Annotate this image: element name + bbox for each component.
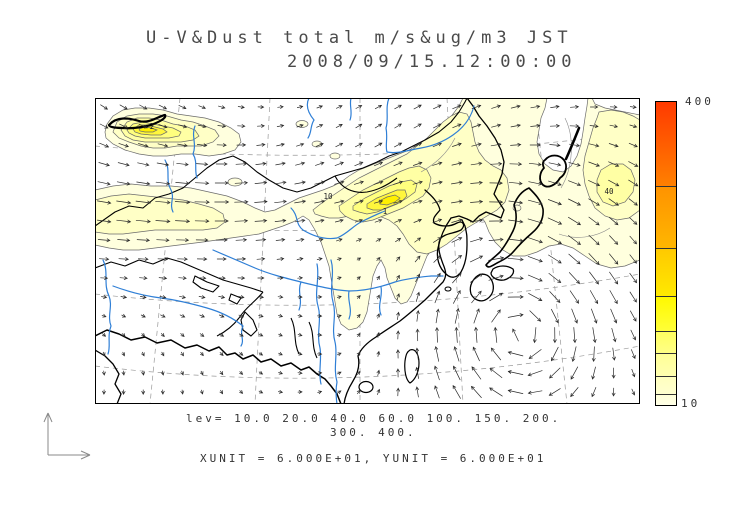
sakhalin-island [564, 126, 581, 161]
colorbar-segment [656, 376, 676, 394]
axis-arrows [43, 412, 91, 460]
colorbar-segment [656, 331, 676, 353]
contour-label: 40 [604, 187, 614, 196]
hokkaido-island [539, 154, 567, 188]
colorbar-max-label: 400 [685, 95, 714, 108]
plot-title: U-V&Dust total m/s&ug/m3 JST [146, 28, 573, 48]
dust-contour-fills [95, 98, 640, 331]
y-axis-arrow [43, 412, 53, 455]
colorbar-segment [656, 353, 676, 376]
extra-contour-lines [420, 117, 611, 238]
korea-coastline [436, 217, 468, 278]
wind-vector-arrows [96, 104, 639, 399]
map-plot-area: 10 1 40 2 [95, 98, 640, 404]
jeju-island [444, 286, 452, 292]
contour-label: 1 [383, 207, 388, 216]
grid-units-label: XUNIT = 6.000E+01, YUNIT = 6.000E+01 [200, 452, 547, 465]
x-axis-arrow [48, 450, 91, 460]
colorbar-segment [656, 248, 676, 296]
colorbar-segment [656, 102, 676, 186]
kyushu-island [469, 273, 494, 302]
plot-timestamp: 2008/09/15.12:00:00 [287, 52, 577, 72]
colorbar-segment [656, 296, 676, 331]
colorbar [655, 101, 677, 406]
map-frame-border [95, 98, 640, 404]
national-borders [95, 98, 468, 359]
colorbar-segment [656, 394, 676, 405]
contour-levels-line1: lev= 10.0 20.0 40.0 60.0 100. 150. 200. [186, 412, 562, 425]
contour-levels-line2: 300. 400. [330, 426, 417, 439]
contour-label: 2 [150, 122, 155, 131]
contour-labels: 10 1 40 2 [150, 122, 614, 216]
rivers [102, 98, 475, 404]
lake-balkhash [107, 113, 167, 130]
colorbar-min-label: 10 [681, 397, 701, 410]
bay-of-bengal-coast [95, 329, 342, 404]
contour-label: 10 [323, 192, 333, 201]
wind-arrows-path [96, 104, 639, 399]
taiwan-island [404, 349, 420, 384]
hainan-island [358, 380, 374, 394]
colorbar-segment [656, 186, 676, 248]
shikoku-island [490, 265, 515, 281]
